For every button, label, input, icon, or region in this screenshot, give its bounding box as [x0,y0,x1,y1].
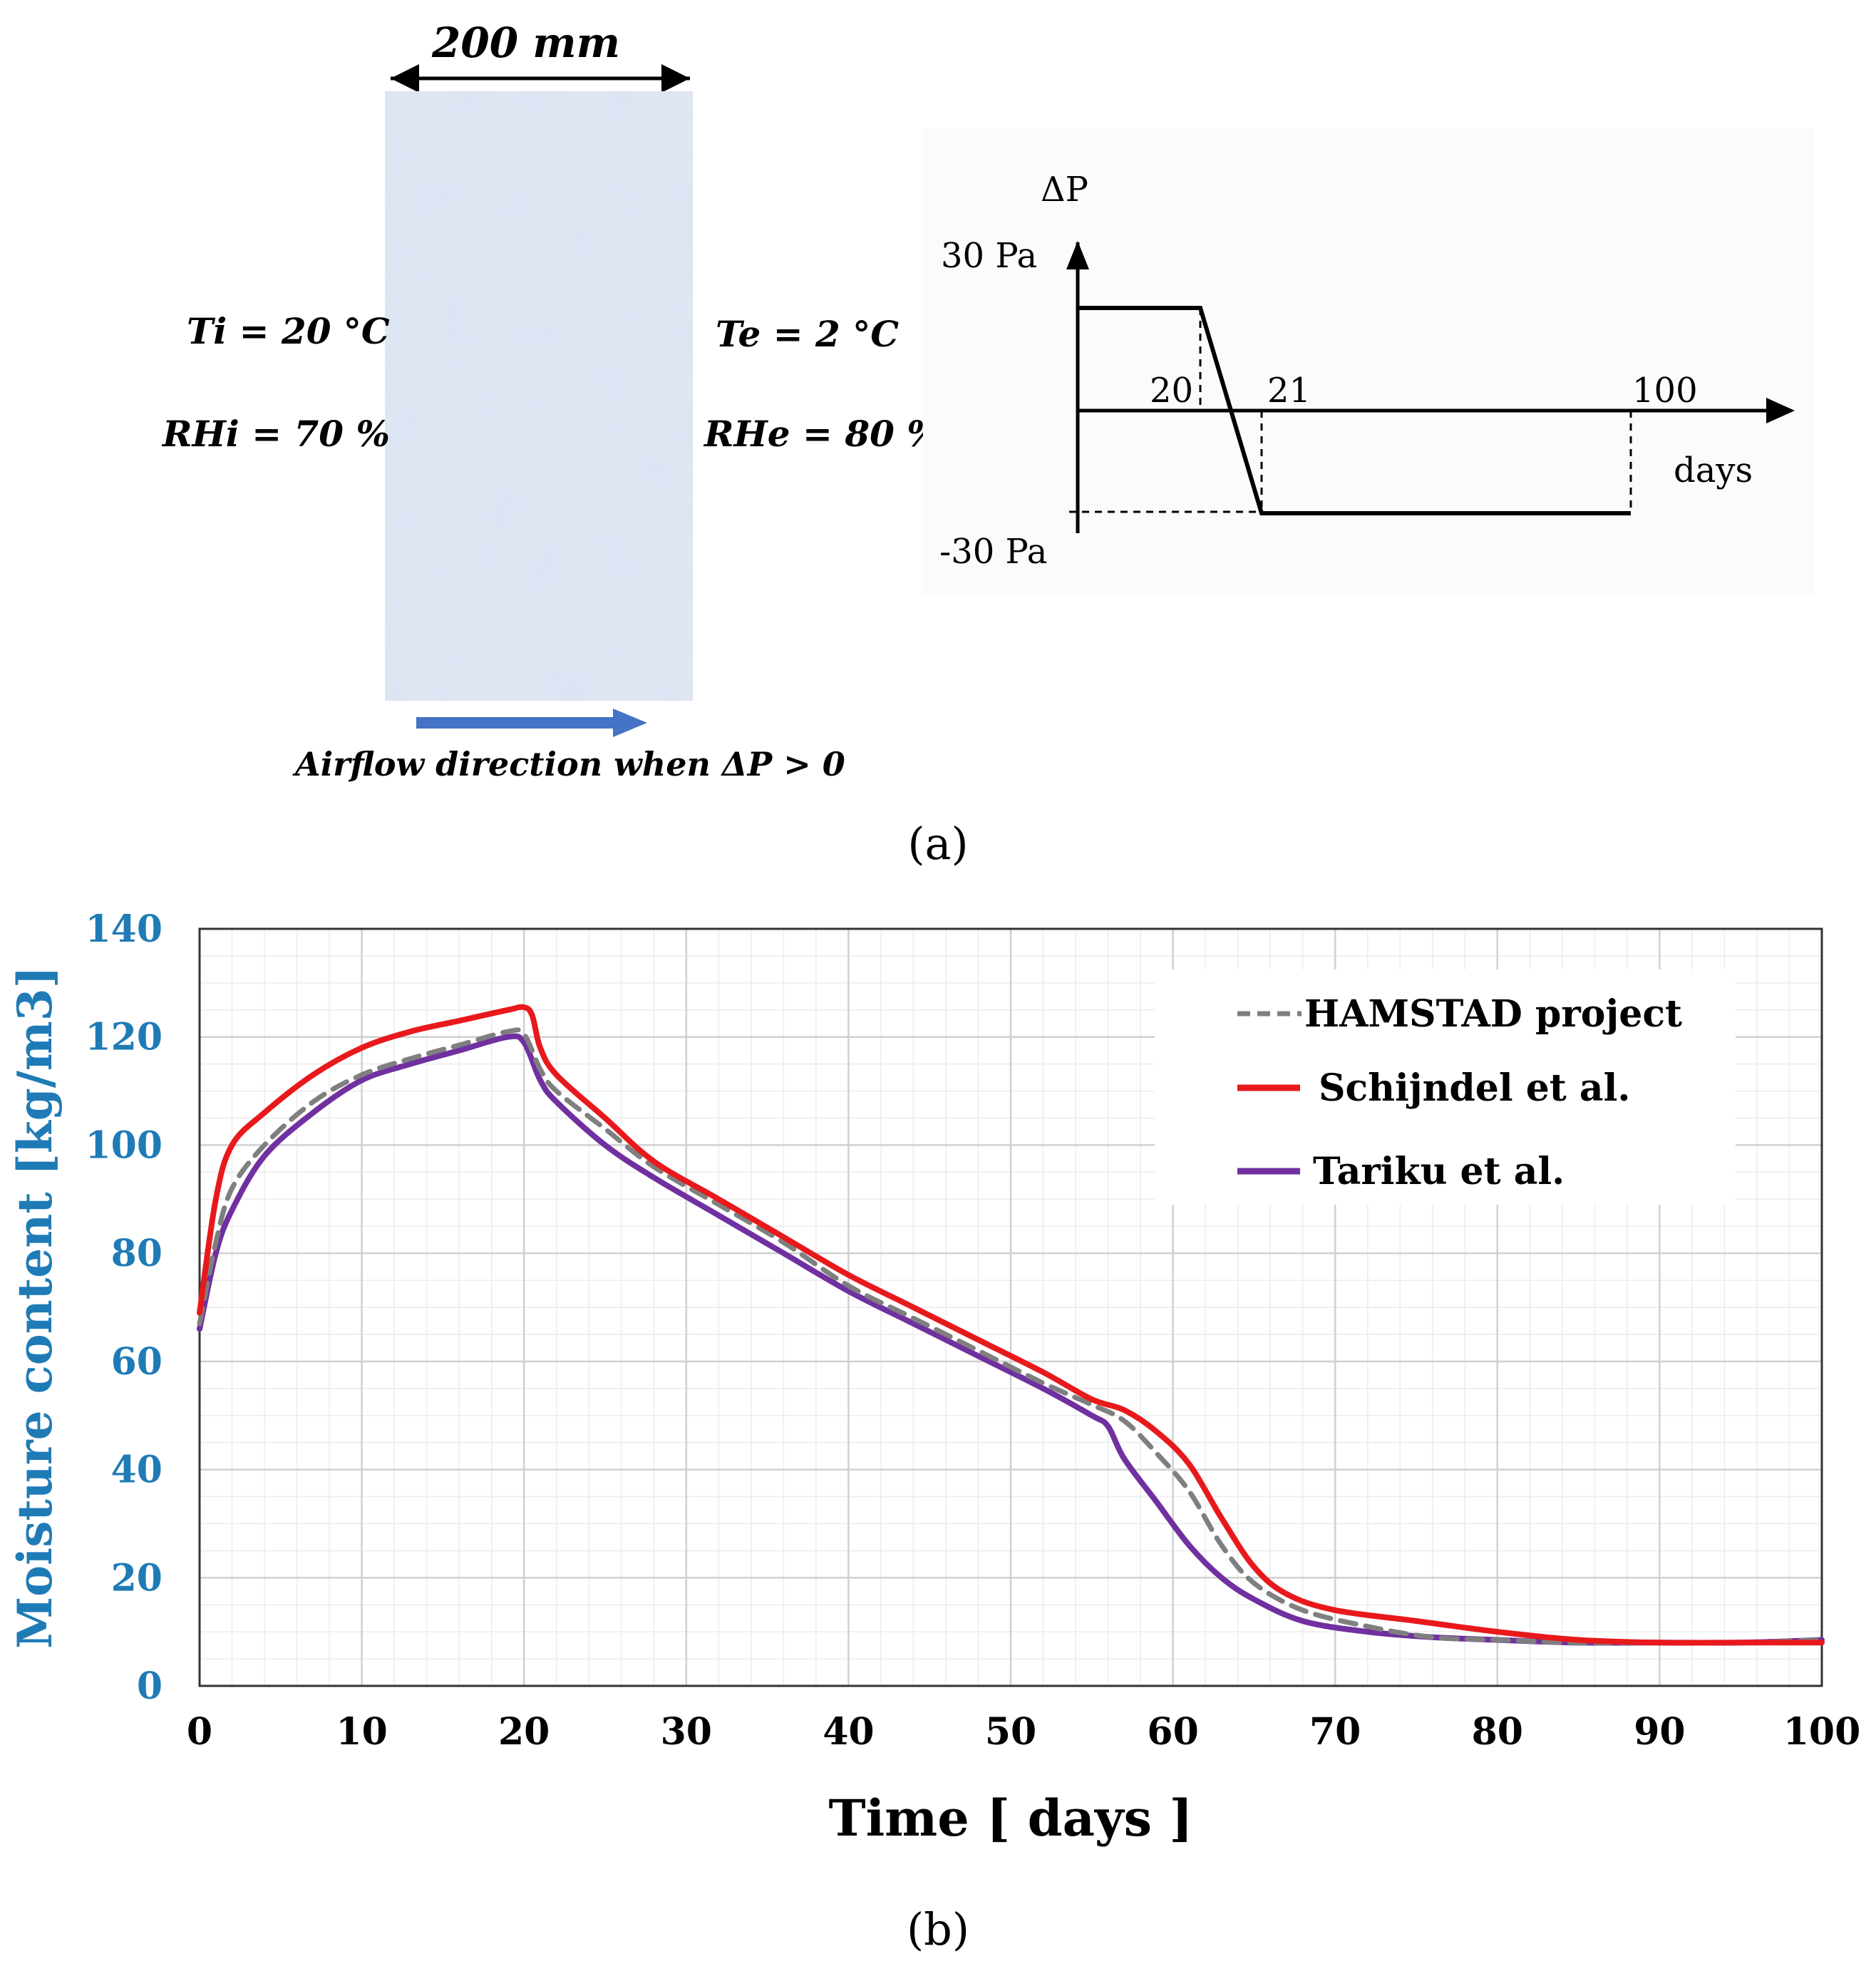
x-tick-label: 70 [1309,1710,1361,1754]
ti-label: Ti = 20 °C [187,310,390,352]
y-tick-label: 40 [111,1449,163,1492]
series-line-hamstad-project [197,1027,1825,1646]
x-tick-label: 0 [187,1710,212,1754]
x-tick-label: 30 [661,1710,712,1754]
pressure-schedule-line [1078,306,1631,515]
x-tick-label: 80 [1472,1710,1523,1754]
y-tick-label: 100 [85,1123,163,1167]
panel-a: 200 mm Ti = 20 °C RHi = 70 % Te = 2 °C R… [161,19,1814,870]
y-tick-labels: 0 20 40 60 80 100 120 140 [85,907,163,1708]
material-slab-texture [385,91,693,701]
x-axis-label: Time [ days ] [828,1789,1192,1848]
legend-label: HAMSTAD project [1304,992,1682,1036]
pressure-top-label: 30 Pa [941,236,1037,276]
pressure-tick-20: 20 [1150,371,1193,411]
rhi-label: RHi = 70 % [161,413,390,455]
pressure-y-arrowhead [1066,241,1089,269]
series-line-schijndel-et-al [197,1004,1825,1646]
y-tick-label: 20 [111,1556,163,1600]
legend: HAMSTAD project Schijndel et al. Tariku et… [1155,969,1736,1205]
pressure-tick-21: 21 [1267,371,1311,411]
pressure-bottom-label: -30 Pa [939,532,1047,572]
airflow-arrow [416,709,647,737]
width-label: 200 mm [431,19,620,67]
x-tick-label: 90 [1634,1710,1685,1754]
rhe-label: RHe = 80 % [703,413,941,455]
y-tick-label: 0 [137,1664,163,1708]
x-tick-label: 10 [336,1710,387,1754]
x-tick-labels: 0 10 20 30 40 50 60 70 80 90 100 [187,1710,1860,1754]
pressure-tick-100: 100 [1632,371,1698,411]
legend-label: Tariku et al. [1313,1150,1565,1193]
pressure-x-arrowhead [1766,398,1795,423]
airflow-label: Airflow direction when ΔP > 0 [292,745,845,783]
te-label: Te = 2 °C [716,313,899,355]
x-tick-label: 100 [1783,1710,1861,1754]
series-lines [197,1004,1825,1646]
pressure-y-label: ΔP [1041,170,1088,210]
x-tick-label: 40 [823,1710,874,1754]
x-tick-label: 60 [1147,1710,1198,1754]
legend-label: Schijndel et al. [1319,1066,1630,1110]
y-tick-label: 80 [111,1232,163,1275]
caption-a: (a) [907,818,968,870]
pressure-x-label: days [1674,451,1753,490]
x-tick-label: 20 [498,1710,550,1754]
caption-b: (b) [907,1903,969,1955]
y-tick-label: 120 [85,1016,163,1059]
pressure-diagram: ΔP 30 Pa -30 Pa days 20 21 100 [923,128,1814,595]
x-tick-label: 50 [985,1710,1036,1754]
pressure-diagram-background [923,128,1814,595]
y-tick-label: 60 [111,1340,163,1384]
y-axis-label: Moisture content [kg/m3] [7,966,63,1649]
y-tick-label: 140 [85,907,163,951]
moisture-chart: 0 20 40 60 80 100 120 140 0 10 20 30 40 50 60 70 80 90 10… [7,907,1860,1955]
